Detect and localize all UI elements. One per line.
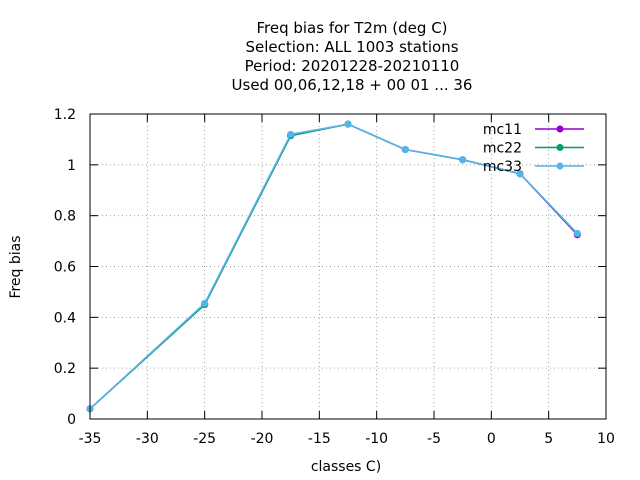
x-tick-label: -35 (79, 431, 102, 447)
data-point (201, 299, 209, 307)
x-tick-label: -20 (251, 431, 274, 447)
y-tick-label: 0.6 (54, 260, 76, 276)
y-tick-label: 1 (67, 158, 76, 174)
x-tick-label: -25 (193, 431, 216, 447)
x-tick-label: 5 (544, 431, 553, 447)
legend-marker (556, 162, 564, 170)
legend-marker (556, 144, 564, 151)
x-tick-label: -10 (365, 431, 388, 447)
data-point (573, 229, 581, 237)
title-line-3: Period: 20201228-20210110 (245, 57, 460, 75)
x-tick-label: -30 (136, 431, 159, 447)
title-line-2: Selection: ALL 1003 stations (245, 38, 458, 56)
title-line-4: Used 00,06,12,18 + 00 01 ... 36 (232, 76, 473, 94)
data-point (516, 170, 524, 178)
y-tick-label: 1.2 (54, 107, 76, 123)
y-tick-label: 0.4 (54, 310, 76, 326)
x-tick-label: -15 (308, 431, 331, 447)
legend-label: mc22 (483, 141, 522, 157)
plot-frame (89, 113, 607, 420)
data-point (401, 146, 409, 154)
x-tick-label: -5 (427, 431, 441, 447)
data-point (287, 130, 295, 138)
y-axis-label: Freq bias (8, 235, 24, 298)
y-tick-label: 0 (67, 412, 76, 428)
x-axis-label: classes C) (311, 459, 381, 475)
legend-marker (556, 125, 564, 133)
series-line (89, 123, 578, 410)
axis-ticks (89, 113, 607, 420)
data-point (459, 156, 467, 164)
legend-label: mc33 (483, 159, 522, 175)
x-tick-label: 0 (487, 431, 496, 447)
grid (90, 114, 606, 419)
data-point (344, 120, 352, 128)
legend: mc11 mc22 mc33 (483, 122, 584, 175)
chart-title: Freq bias for T2m (deg C) Selection: ALL… (232, 19, 473, 94)
series-mc33 (86, 120, 581, 413)
legend-label: mc11 (483, 122, 522, 138)
tick-labels: -35 -30 -25 -20 -15 -10 -5 0 5 10 0 0.2 0.4 0.6 0.8 1 1.… (54, 107, 615, 447)
x-tick-label: 10 (597, 431, 615, 447)
title-line-1: Freq bias for T2m (deg C) (256, 19, 447, 37)
y-tick-label: 0.8 (54, 209, 76, 225)
y-tick-label: 0.2 (54, 361, 76, 377)
